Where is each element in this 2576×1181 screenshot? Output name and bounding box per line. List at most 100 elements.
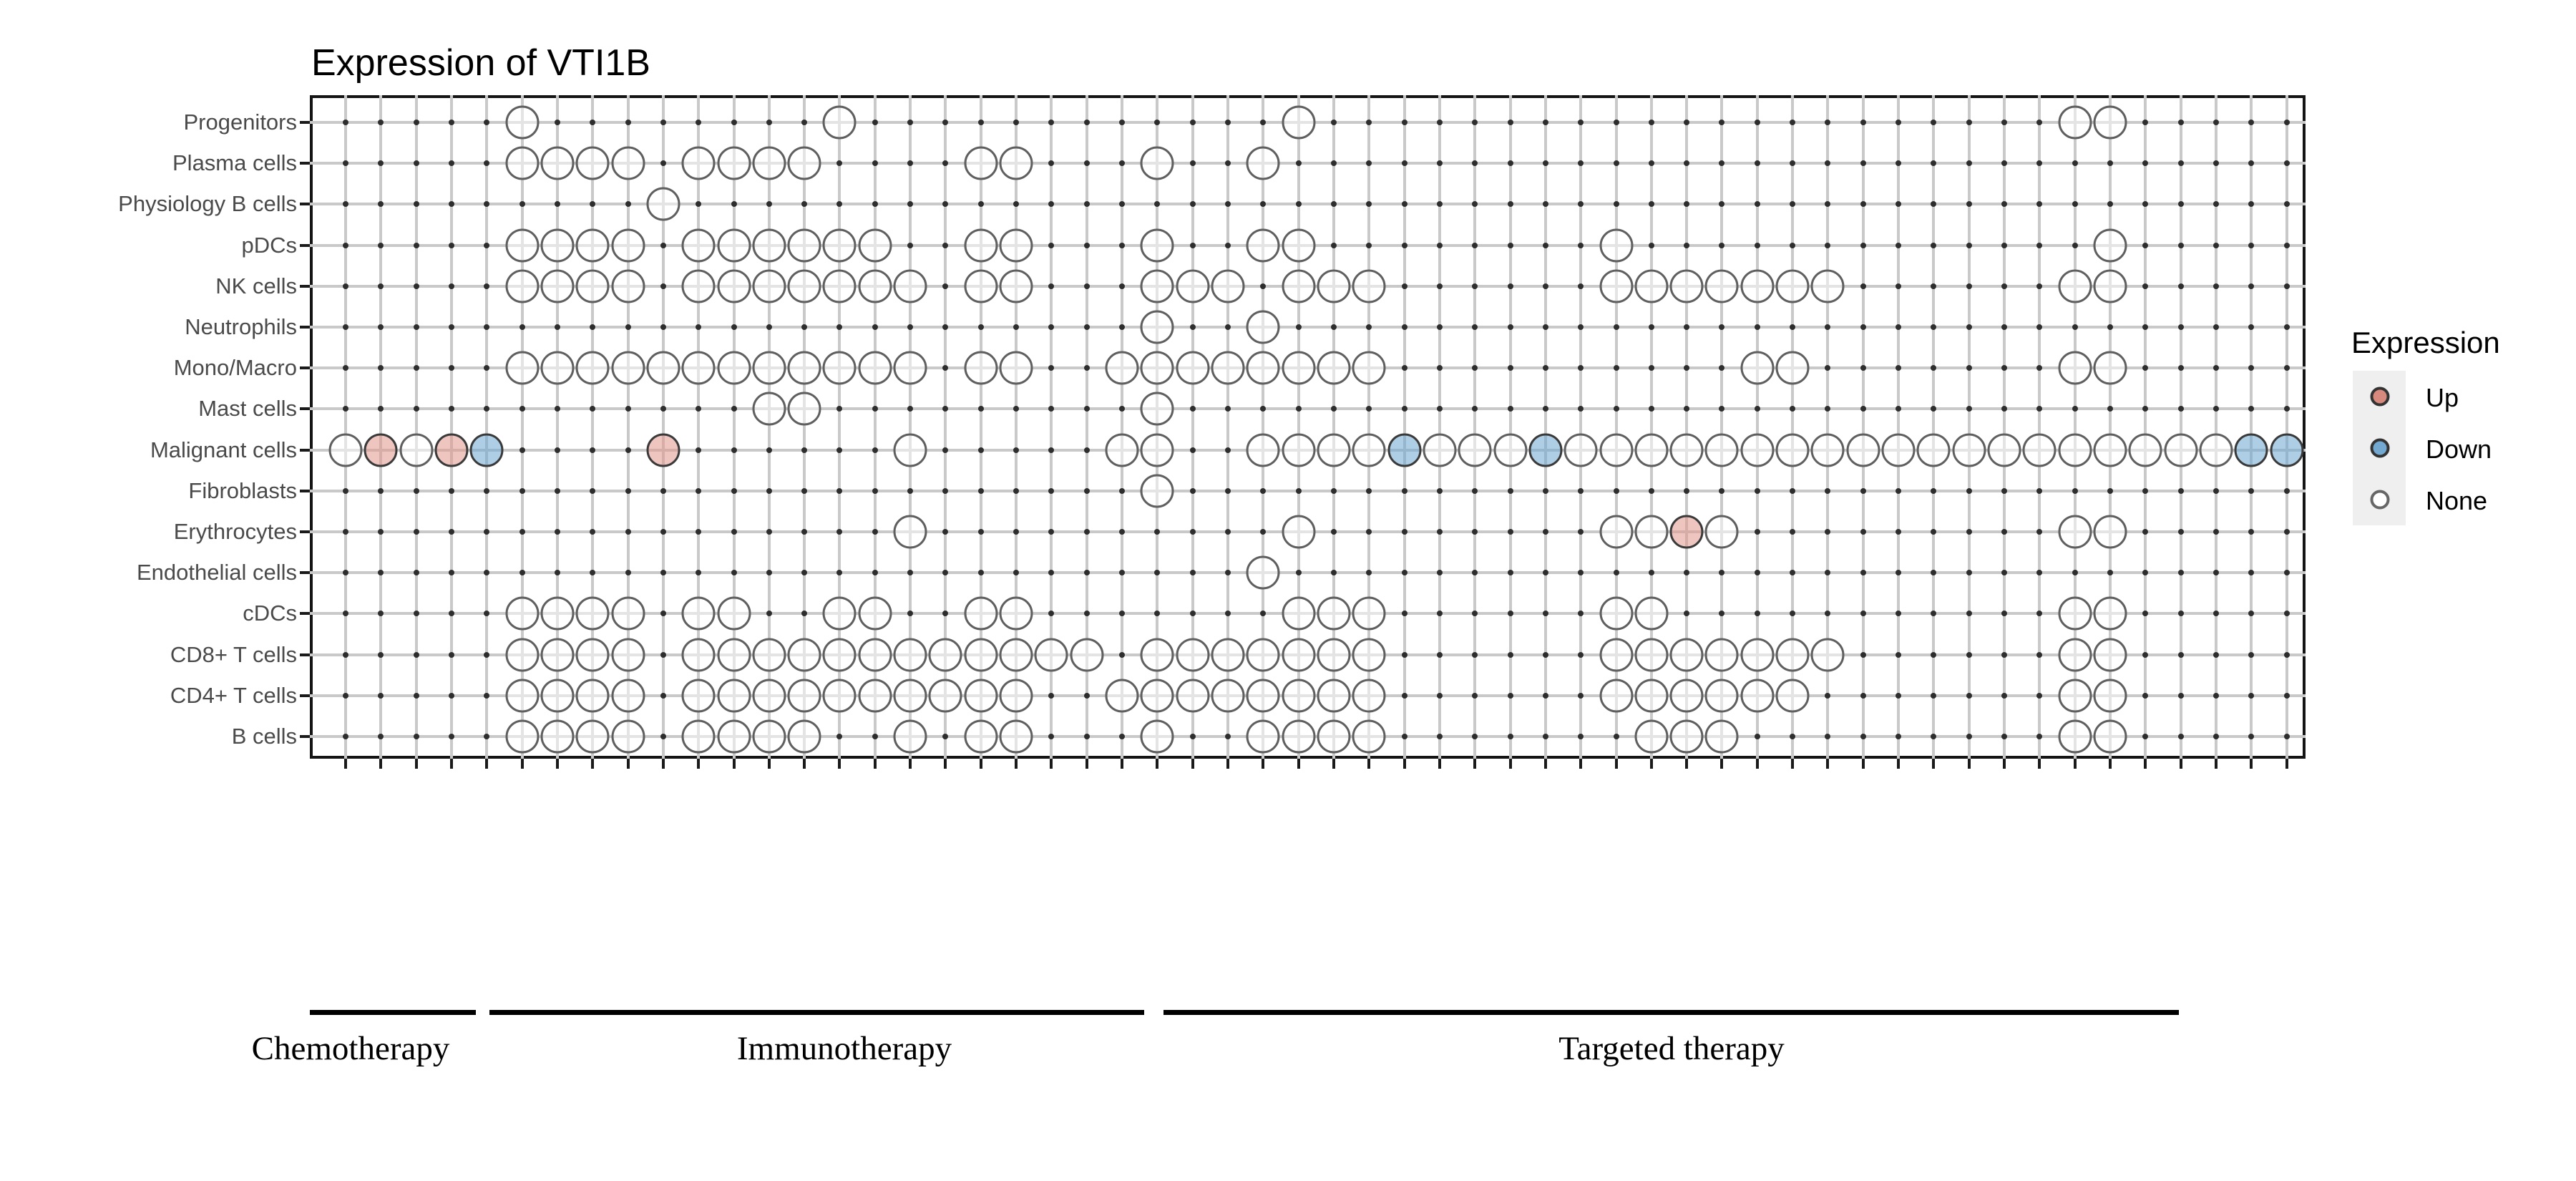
x-tick-mark	[909, 759, 912, 769]
expression-dot	[681, 596, 716, 631]
grid-point	[1401, 365, 1407, 371]
grid-line-vertical	[1755, 95, 1759, 759]
grid-point	[554, 487, 560, 494]
grid-point	[519, 487, 525, 494]
grid-point	[2001, 324, 2008, 330]
grid-line-vertical	[2003, 95, 2006, 759]
expression-dot	[1634, 719, 1669, 754]
grid-point	[448, 324, 454, 330]
grid-point	[1472, 242, 1478, 248]
legend-none-dot	[2370, 490, 2390, 510]
x-tick-mark	[1156, 759, 1159, 769]
grid-line-vertical	[1579, 95, 1583, 759]
grid-point	[2248, 651, 2255, 658]
grid-point	[1154, 120, 1161, 125]
y-tick-mark	[300, 612, 310, 616]
grid-point	[1366, 324, 1372, 330]
grid-point	[2212, 120, 2219, 125]
y-tick-mark	[300, 653, 310, 656]
grid-line-vertical	[1861, 95, 1865, 759]
x-tick-mark	[767, 759, 771, 769]
grid-point	[696, 447, 702, 453]
x-tick-mark	[697, 759, 701, 769]
legend-title: Expression	[2351, 326, 2500, 359]
x-tick-mark	[1402, 759, 1406, 769]
grid-point	[1931, 651, 1937, 658]
expression-dot	[540, 596, 575, 631]
grid-point	[977, 120, 984, 125]
grid-point	[1260, 406, 1267, 412]
grid-point	[766, 447, 772, 453]
expression-dot	[1282, 719, 1316, 754]
grid-point	[942, 447, 949, 453]
grid-point	[448, 406, 454, 412]
grid-point	[448, 201, 454, 208]
x-tick-mark	[1897, 759, 1901, 769]
grid-point	[1119, 570, 1126, 576]
grid-point	[1684, 611, 1690, 617]
expression-dot	[1599, 228, 1634, 263]
grid-point	[2036, 611, 2043, 617]
grid-point	[2142, 570, 2149, 576]
grid-point	[2142, 120, 2149, 125]
grid-point	[1436, 201, 1443, 208]
grid-point	[1966, 242, 1972, 248]
expression-dot	[1704, 515, 1739, 549]
grid-point	[519, 447, 525, 453]
grid-point	[1542, 120, 1548, 125]
grid-point	[1578, 570, 1584, 576]
expression-dot	[505, 228, 540, 263]
grid-point	[1401, 692, 1407, 699]
grid-point	[2142, 201, 2149, 208]
grid-point	[2248, 365, 2255, 371]
grid-point	[1648, 120, 1654, 125]
expression-dot	[1282, 638, 1316, 672]
expression-dot	[2058, 596, 2092, 631]
grid-point	[731, 447, 737, 453]
x-tick-mark	[1085, 759, 1088, 769]
grid-point	[2107, 201, 2113, 208]
grid-point	[1578, 160, 1584, 167]
grid-point	[1260, 283, 1267, 289]
grid-point	[2283, 487, 2290, 494]
grid-point	[590, 447, 596, 453]
grid-point	[872, 120, 878, 125]
grid-point	[590, 201, 596, 208]
grid-point	[1401, 406, 1407, 412]
grid-point	[1931, 242, 1937, 248]
grid-point	[1189, 242, 1196, 248]
grid-point	[660, 487, 666, 494]
expression-dot	[1282, 679, 1316, 713]
y-tick-mark	[300, 694, 310, 697]
grid-point	[1542, 611, 1548, 617]
grid-point	[942, 529, 949, 535]
grid-point	[1119, 734, 1126, 739]
grid-point	[836, 201, 843, 208]
grid-line-vertical	[2250, 95, 2253, 759]
expression-dot	[1740, 638, 1775, 672]
grid-point	[2212, 406, 2219, 412]
grid-point	[1189, 406, 1196, 412]
grid-point	[448, 283, 454, 289]
grid-point	[413, 283, 419, 289]
grid-line-vertical	[344, 95, 347, 759]
grid-point	[343, 160, 348, 167]
grid-point	[448, 120, 454, 125]
expression-dot	[1423, 433, 1457, 467]
grid-point	[2177, 692, 2184, 699]
grid-point	[660, 324, 666, 330]
grid-point	[1401, 120, 1407, 125]
grid-point	[1896, 406, 1902, 412]
grid-point	[872, 447, 878, 453]
grid-point	[2283, 365, 2290, 371]
grid-point	[1225, 242, 1231, 248]
expression-dot	[787, 638, 821, 672]
grid-point	[2142, 406, 2149, 412]
grid-point	[1860, 529, 1866, 535]
grid-point	[1260, 487, 1267, 494]
grid-point	[872, 324, 878, 330]
grid-point	[1436, 487, 1443, 494]
expression-dot	[1176, 351, 1210, 385]
grid-line-vertical	[1050, 95, 1053, 759]
grid-point	[413, 734, 419, 739]
